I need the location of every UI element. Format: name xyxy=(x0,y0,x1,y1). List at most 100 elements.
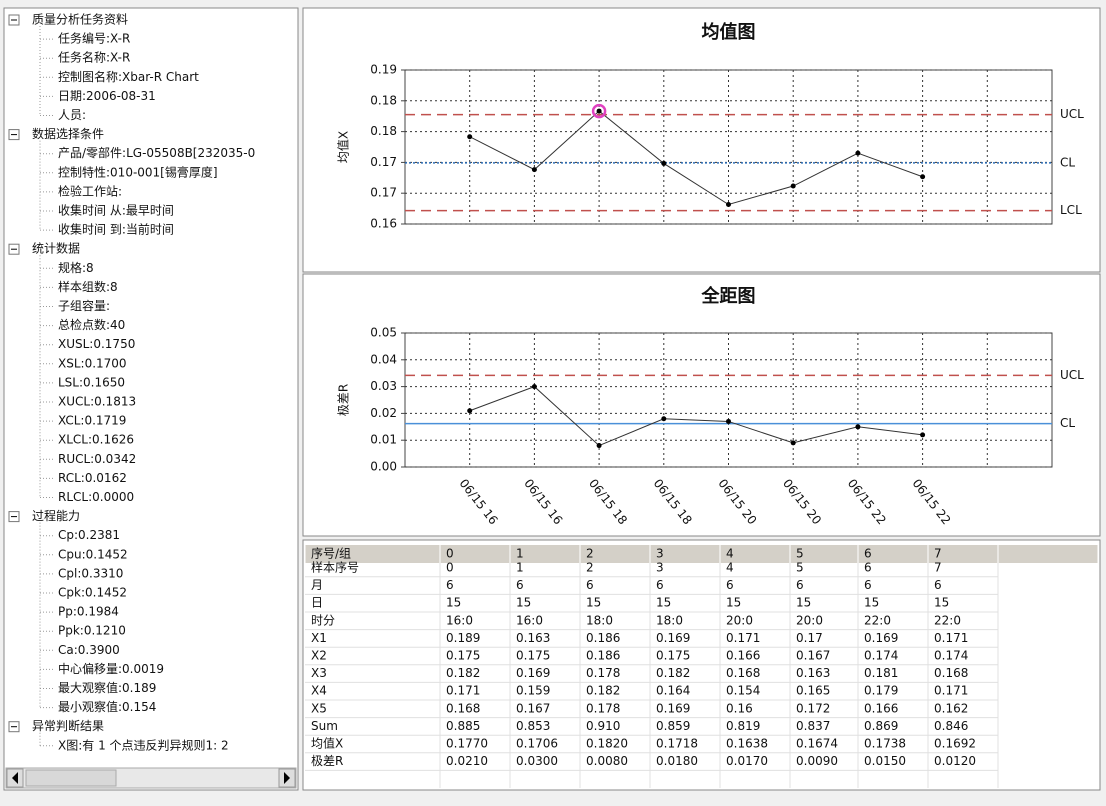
tree-item[interactable]: Cpl:0.3310 xyxy=(58,566,123,580)
table-cell: 0.165 xyxy=(796,684,830,698)
point xyxy=(596,443,602,449)
tree-group[interactable]: 过程能力 xyxy=(32,508,80,523)
table-cell: 0.169 xyxy=(656,701,690,715)
tree-item[interactable]: XUCL:0.1813 xyxy=(58,395,136,409)
table-cell: 15 xyxy=(726,596,741,610)
table-cell: 0.168 xyxy=(934,666,968,680)
table-cell: 16:0 xyxy=(516,613,543,627)
tree-item[interactable]: Pp:0.1984 xyxy=(58,605,119,619)
table-cell: 0.189 xyxy=(446,631,480,645)
header-cell[interactable]: 5 xyxy=(796,547,804,561)
table-cell: 0.0300 xyxy=(516,754,558,768)
arrow-icon xyxy=(284,772,290,784)
table-cell: 15 xyxy=(586,596,601,610)
tree-group[interactable]: 统计数据 xyxy=(32,241,80,256)
y-tick-label: 0.18 xyxy=(370,93,397,107)
table-cell: 0.178 xyxy=(586,701,620,715)
tree-item[interactable]: 任务编号:X-R xyxy=(58,31,130,46)
tree-item[interactable]: RUCL:0.0342 xyxy=(58,452,136,466)
tree-item[interactable]: Ppk:0.1210 xyxy=(58,624,126,638)
table-cell: 0.171 xyxy=(934,631,968,645)
tree-item[interactable]: 控制特性:010-001[锡膏厚度] xyxy=(58,164,218,179)
tree-item[interactable]: Ca:0.3900 xyxy=(58,643,120,657)
chart-title: 全距图 xyxy=(701,285,756,307)
tree-item[interactable]: 产品/零部件:LG-05508B[232035-0 xyxy=(58,145,255,160)
tree-item[interactable]: X图:有 1 个点违反判异规则1: 2 xyxy=(58,737,229,752)
point xyxy=(596,108,602,114)
tree-item[interactable]: 控制图名称:Xbar-R Chart xyxy=(58,69,199,84)
table-cell: 0.853 xyxy=(516,719,550,733)
table-cell: 0.169 xyxy=(864,631,898,645)
table-cell: 0.0150 xyxy=(864,754,906,768)
table-cell: 6 xyxy=(864,561,872,575)
limit-label: CL xyxy=(1060,416,1075,430)
header-cell[interactable]: 2 xyxy=(586,547,594,561)
tree-item[interactable]: LSL:0.1650 xyxy=(58,375,125,389)
table-cell: 0.0090 xyxy=(796,754,838,768)
tree-item[interactable]: Cpu:0.1452 xyxy=(58,547,128,561)
tree-item[interactable]: XUSL:0.1750 xyxy=(58,337,135,351)
tree-item[interactable]: XCL:0.1719 xyxy=(58,414,126,428)
table-cell: 0.181 xyxy=(864,666,898,680)
table-cell: 2 xyxy=(586,561,594,575)
header-cell[interactable]: 4 xyxy=(726,547,734,561)
header-cell[interactable]: 序号/组 xyxy=(311,546,351,561)
tree-item[interactable]: RLCL:0.0000 xyxy=(58,490,134,504)
table-cell: 0.163 xyxy=(796,666,830,680)
y-tick-label: 0.17 xyxy=(370,186,397,200)
arrow-icon xyxy=(12,772,18,784)
tree-item[interactable]: XLCL:0.1626 xyxy=(58,433,134,447)
tree-item[interactable]: 总检点数:40 xyxy=(58,317,125,332)
table-cell: 0.175 xyxy=(446,649,480,663)
header-cell[interactable]: 6 xyxy=(864,547,872,561)
tree-item[interactable]: 收集时间 从:最早时间 xyxy=(58,203,174,218)
table-cell: 5 xyxy=(796,561,804,575)
tree-group[interactable]: 质量分析任务资料 xyxy=(32,12,128,27)
tree-item[interactable]: 样本组数:8 xyxy=(58,279,118,294)
tree-item[interactable]: 最大观察值:0.189 xyxy=(58,680,156,695)
tree-item[interactable]: 收集时间 到:当前时间 xyxy=(58,222,174,237)
table-cell: 20:0 xyxy=(726,613,753,627)
tree-item[interactable]: 规格:8 xyxy=(58,260,94,275)
tree-item[interactable]: Cpk:0.1452 xyxy=(58,586,127,600)
table-cell: 0.175 xyxy=(656,649,690,663)
point xyxy=(790,440,796,446)
table-cell: 0.859 xyxy=(656,719,690,733)
scroll-thumb[interactable] xyxy=(25,769,117,787)
header-cell[interactable]: 0 xyxy=(446,547,454,561)
point xyxy=(531,167,537,173)
tree-group[interactable]: 数据选择条件 xyxy=(32,126,104,141)
table-cell: 0.166 xyxy=(726,649,760,663)
tree-item[interactable]: 日期:2006-08-31 xyxy=(58,89,156,103)
table-cell: 0.1674 xyxy=(796,737,838,751)
tree-item[interactable]: 检验工作站: xyxy=(58,183,122,198)
tree-item[interactable]: 人员: xyxy=(58,108,86,122)
tree-item[interactable]: Cp:0.2381 xyxy=(58,528,120,542)
table-cell: 15 xyxy=(656,596,671,610)
table-cell: 6 xyxy=(586,578,594,592)
table-cell: 0.163 xyxy=(516,631,550,645)
tree-item[interactable]: RCL:0.0162 xyxy=(58,471,127,485)
tree-item[interactable]: 任务名称:X-R xyxy=(58,50,130,65)
table-cell: 20:0 xyxy=(796,613,823,627)
highlight-ring xyxy=(591,103,607,119)
header-cell[interactable]: 7 xyxy=(934,547,942,561)
point xyxy=(855,150,861,156)
table-cell: 0.174 xyxy=(934,649,968,663)
header-cell[interactable]: 1 xyxy=(516,547,524,561)
table-cell: 0.171 xyxy=(934,684,968,698)
tree-item[interactable]: XSL:0.1700 xyxy=(58,356,127,370)
table-cell: 月 xyxy=(311,578,323,592)
table-cell: 0.885 xyxy=(446,719,480,733)
point xyxy=(726,201,731,207)
tree-group[interactable]: 异常判断结果 xyxy=(32,718,104,733)
header-cell[interactable]: 3 xyxy=(656,547,664,561)
table-cell: 0.154 xyxy=(726,684,760,698)
table-cell: 0.846 xyxy=(934,719,968,733)
table-cell: 22:0 xyxy=(934,613,961,627)
tree-item[interactable]: 子组容量: xyxy=(58,298,110,313)
tree-item[interactable]: 中心偏移量:0.0019 xyxy=(58,661,164,676)
table-cell: 6 xyxy=(796,578,804,592)
tree-item[interactable]: 最小观察值:0.154 xyxy=(58,699,156,714)
